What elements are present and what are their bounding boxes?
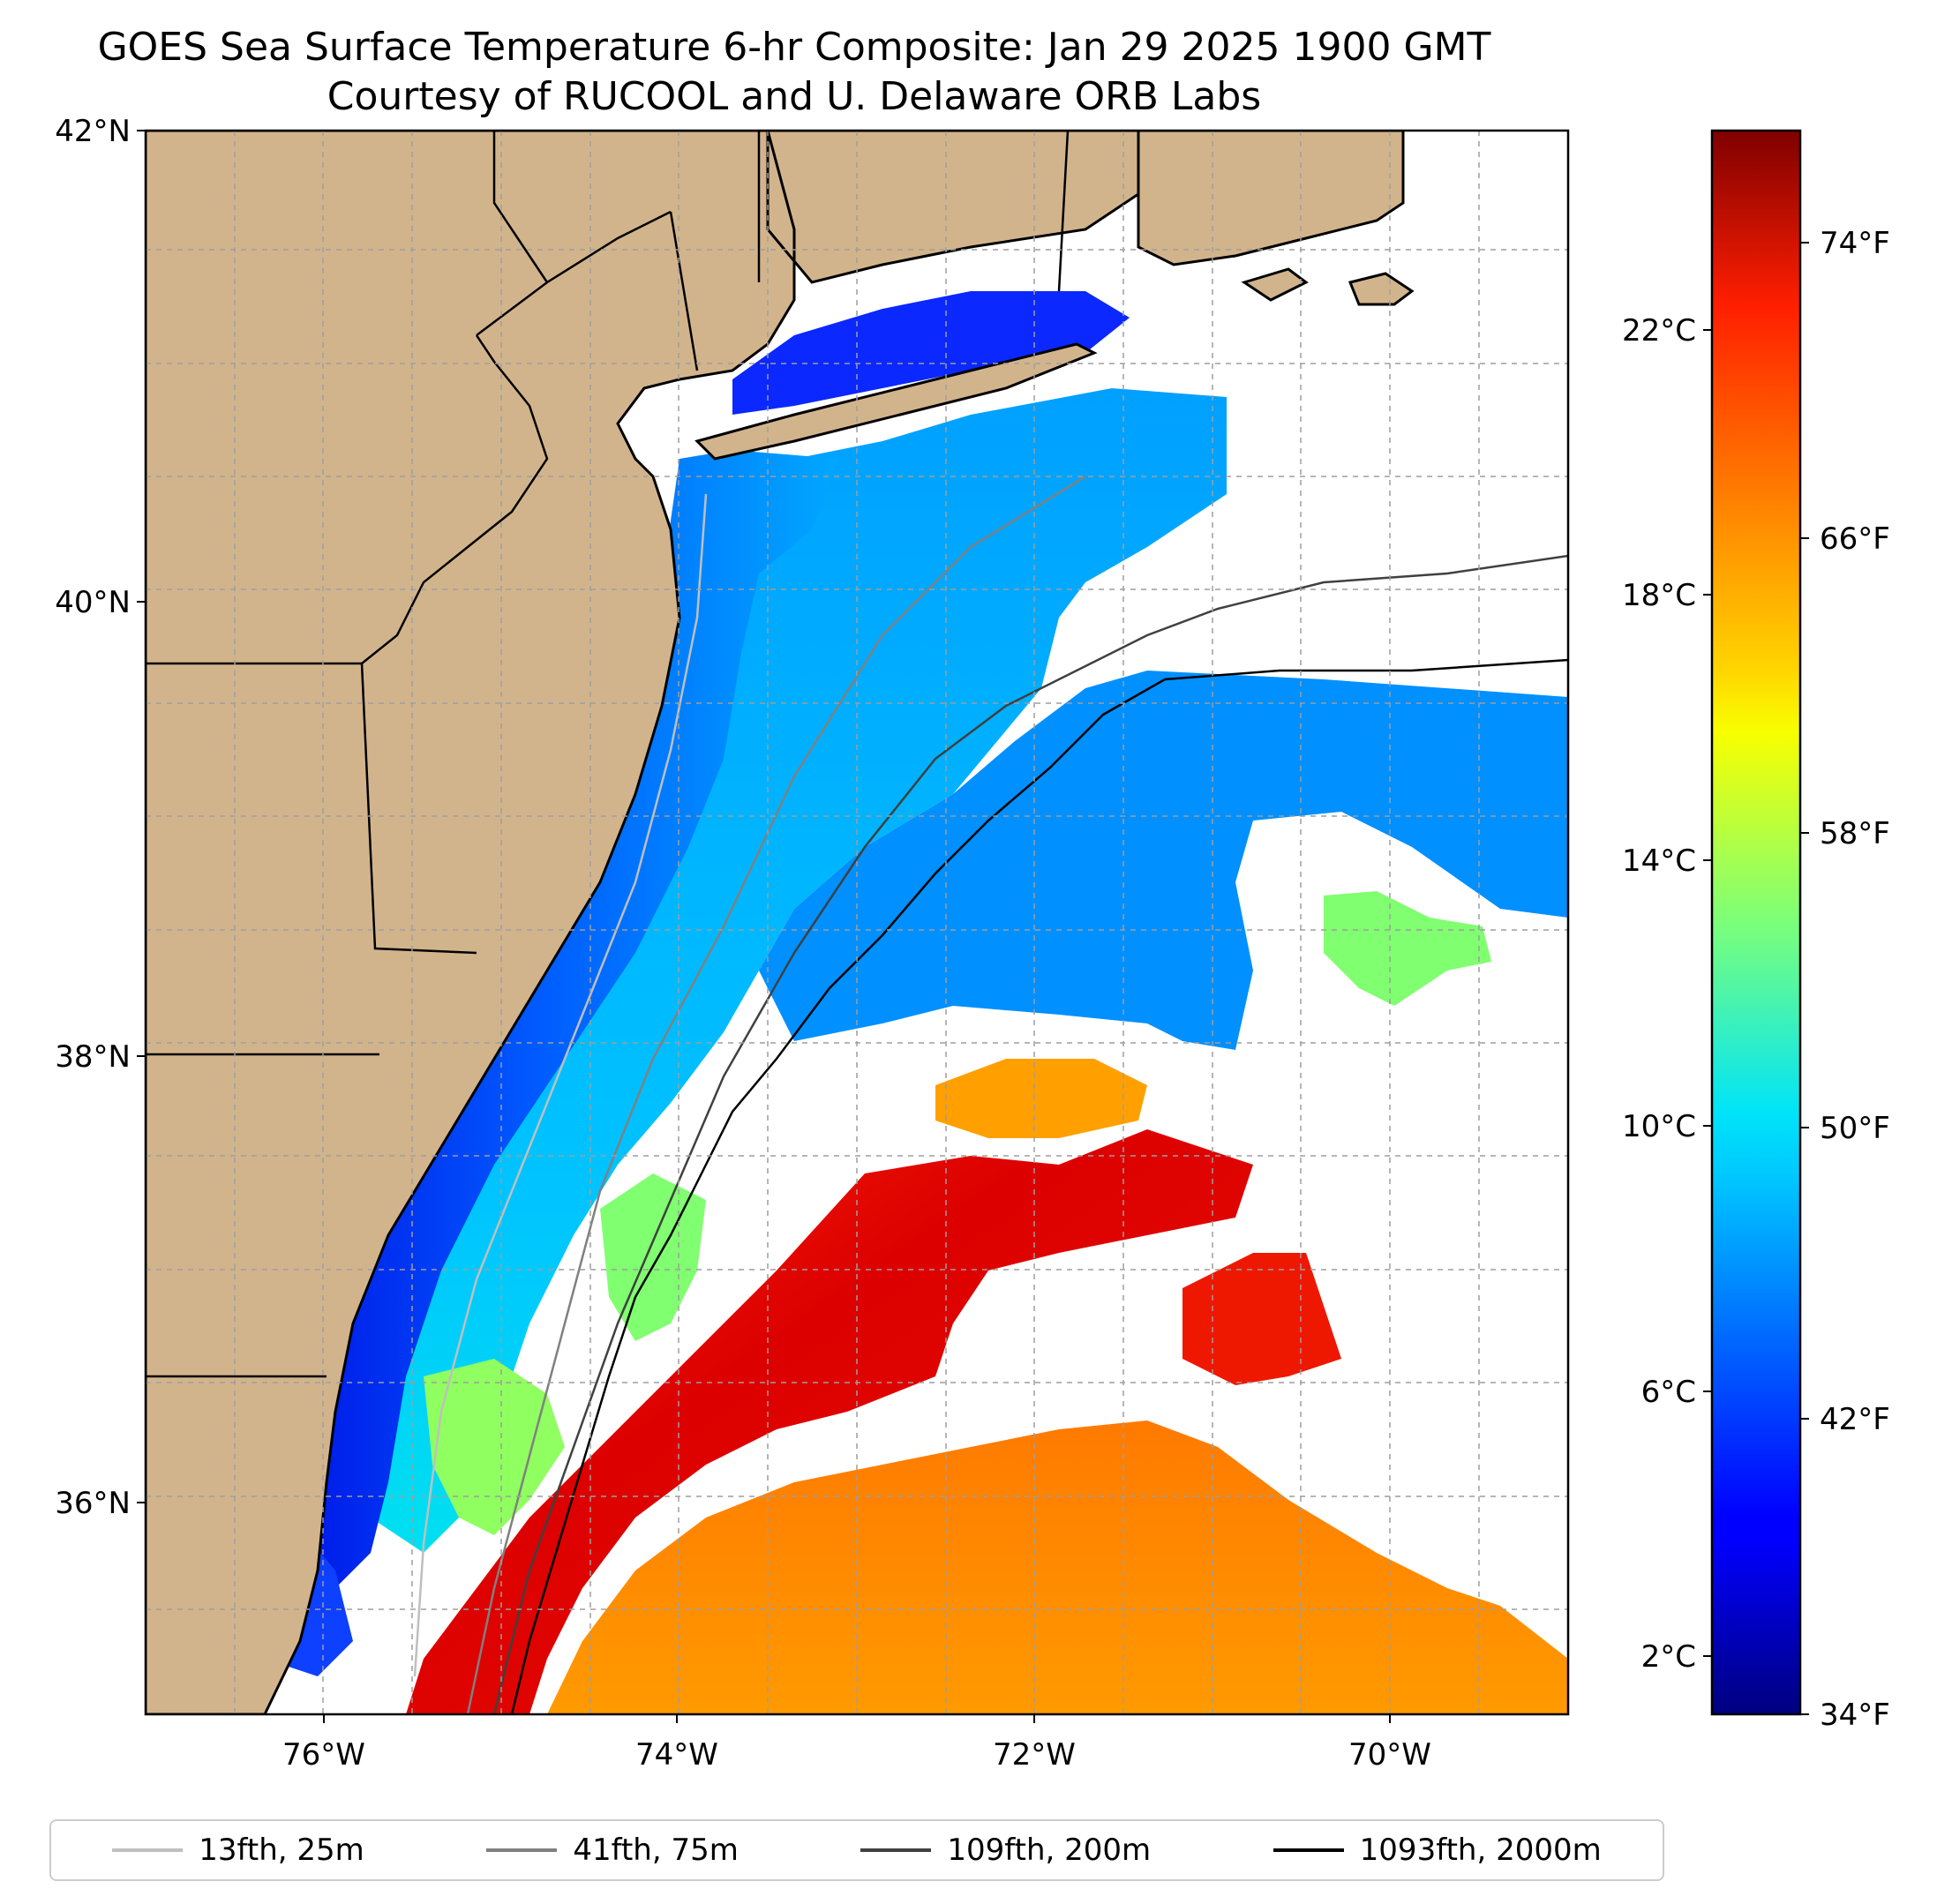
isobath-75m (466, 475, 1086, 1714)
axis-ticks (137, 130, 1391, 1723)
sst-gulf-stream (406, 1129, 1253, 1714)
legend-label-2000m: 1093fth, 2000m (1359, 1833, 1602, 1868)
cbar-c-14: 14°C (1622, 843, 1696, 879)
land-nantucket (1348, 272, 1415, 306)
map-plot-area (146, 131, 1568, 1714)
lon-label-72: 72°W (993, 1737, 1076, 1773)
legend-swatch-2000m (1273, 1848, 1344, 1852)
isobath-200m (492, 554, 1568, 1714)
isobath-legend: 13fth, 25m 41fth, 75m 109fth, 200m 1093f… (49, 1819, 1664, 1881)
lon-label-70: 70°W (1348, 1737, 1431, 1773)
sst-warm-sargasso (547, 1421, 1568, 1714)
legend-swatch-25m (112, 1848, 184, 1852)
state-borders (146, 131, 1070, 1378)
map-title: GOES Sea Surface Temperature 6-hr Compos… (0, 23, 1588, 122)
cbar-f-66: 66°F (1820, 521, 1890, 557)
sst-green-inshore (424, 1359, 565, 1535)
lat-label-42: 42°N (55, 114, 131, 149)
sst-slope-water (353, 388, 1227, 1553)
gridlines (146, 131, 1568, 1714)
sst-warm-front-north (935, 1059, 1147, 1138)
cbar-f-58: 58°F (1820, 816, 1890, 851)
cbar-c-22: 22°C (1622, 313, 1696, 349)
sst-long-island-sound (732, 291, 1130, 415)
cbar-f-34: 34°F (1820, 1698, 1890, 1733)
legend-item-2000m: 1093fth, 2000m (1273, 1833, 1602, 1868)
cbar-c-18: 18°C (1622, 578, 1696, 613)
title-line-2: Courtesy of RUCOOL and U. Delaware ORB L… (327, 74, 1262, 119)
sst-warm-ring-east (1182, 1253, 1341, 1385)
lon-label-76: 76°W (282, 1737, 365, 1773)
legend-label-75m: 41fth, 75m (573, 1833, 739, 1868)
legend-swatch-200m (860, 1848, 932, 1852)
cbar-c-6: 6°C (1641, 1375, 1696, 1410)
legend-item-75m: 41fth, 75m (486, 1833, 739, 1868)
legend-item-200m: 109fth, 200m (860, 1833, 1151, 1868)
plot-frame (144, 129, 1570, 1716)
land-cape-cod (1137, 131, 1405, 266)
lat-label-36: 36°N (55, 1486, 131, 1521)
isobath-2000m (510, 658, 1568, 1714)
isobaths (413, 475, 1568, 1714)
legend-swatch-75m (486, 1848, 558, 1852)
lat-label-40: 40°N (55, 585, 131, 620)
cbar-f-50: 50°F (1820, 1111, 1890, 1146)
cbar-c-10: 10°C (1622, 1109, 1696, 1144)
land-long-island (694, 342, 1098, 461)
cbar-f-42: 42°F (1820, 1402, 1890, 1437)
legend-label-25m: 13fth, 25m (199, 1833, 364, 1868)
cbar-c-2: 2°C (1641, 1639, 1696, 1675)
lon-label-74: 74°W (635, 1737, 718, 1773)
legend-label-200m: 109fth, 200m (947, 1833, 1152, 1868)
sst-green-patch-east (1324, 891, 1491, 1006)
lat-label-38: 38°N (55, 1039, 131, 1075)
sst-shelf-cold (300, 450, 838, 1588)
colorbar-ticks (1703, 242, 1809, 1715)
colorbar (1710, 129, 1802, 1716)
title-line-1: GOES Sea Surface Temperature 6-hr Compos… (97, 25, 1491, 70)
isobath-25m (413, 493, 708, 1677)
cbar-f-74: 74°F (1820, 226, 1890, 261)
land-marthas-vineyard (1241, 267, 1309, 302)
legend-item-25m: 13fth, 25m (112, 1833, 364, 1868)
sst-offshore-blue (759, 671, 1568, 1050)
